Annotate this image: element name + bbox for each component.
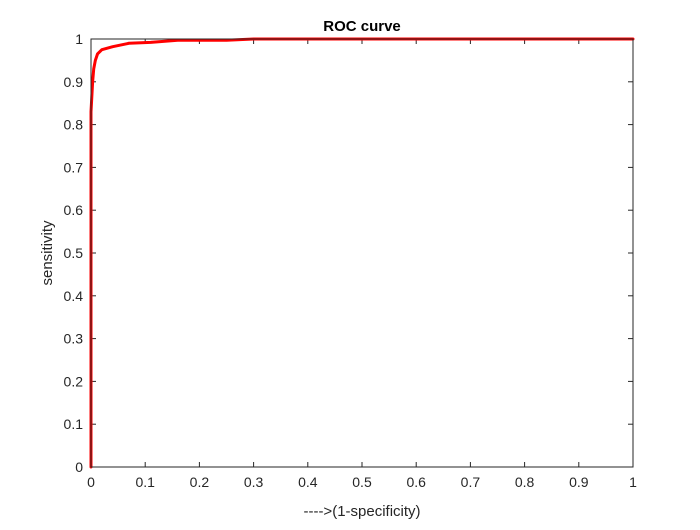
x-axis-label: ---->(1-specificity) bbox=[303, 503, 420, 520]
chart-title: ROC curve bbox=[323, 18, 401, 35]
y-tick-label: 0.3 bbox=[64, 331, 84, 347]
x-tick-label: 0.1 bbox=[135, 474, 155, 490]
x-axis-ticks: 0 0.1 0.2 0.3 0.4 0.5 0.6 0.7 0.8 0.9 1 bbox=[87, 39, 637, 490]
x-tick-label: 0.7 bbox=[461, 474, 481, 490]
x-tick-label: 0.3 bbox=[244, 474, 264, 490]
y-tick-label: 0.9 bbox=[64, 74, 84, 90]
x-tick-label: 0.9 bbox=[569, 474, 589, 490]
y-axis-ticks: 0 0.1 0.2 0.3 0.4 0.5 0.6 0.7 0.8 0.9 1 bbox=[64, 31, 633, 475]
y-tick-label: 0.2 bbox=[64, 373, 84, 389]
y-tick-label: 0.6 bbox=[64, 202, 84, 218]
y-axis-label: sensitivity bbox=[39, 220, 56, 286]
plot-area bbox=[91, 39, 633, 467]
x-tick-label: 0 bbox=[87, 474, 95, 490]
x-tick-label: 0.8 bbox=[515, 474, 535, 490]
y-tick-label: 0.8 bbox=[64, 117, 84, 133]
x-tick-label: 0.4 bbox=[298, 474, 318, 490]
x-tick-label: 1 bbox=[629, 474, 637, 490]
y-tick-label: 1 bbox=[75, 31, 83, 47]
axes-box bbox=[90, 38, 634, 468]
y-tick-label: 0 bbox=[75, 459, 83, 475]
y-tick-label: 0.1 bbox=[64, 416, 84, 432]
y-tick-label: 0.4 bbox=[64, 288, 84, 304]
y-tick-label: 0.7 bbox=[64, 159, 84, 175]
x-tick-label: 0.6 bbox=[406, 474, 426, 490]
x-tick-label: 0.5 bbox=[352, 474, 372, 490]
x-tick-label: 0.2 bbox=[190, 474, 210, 490]
y-tick-label: 0.5 bbox=[64, 245, 84, 261]
